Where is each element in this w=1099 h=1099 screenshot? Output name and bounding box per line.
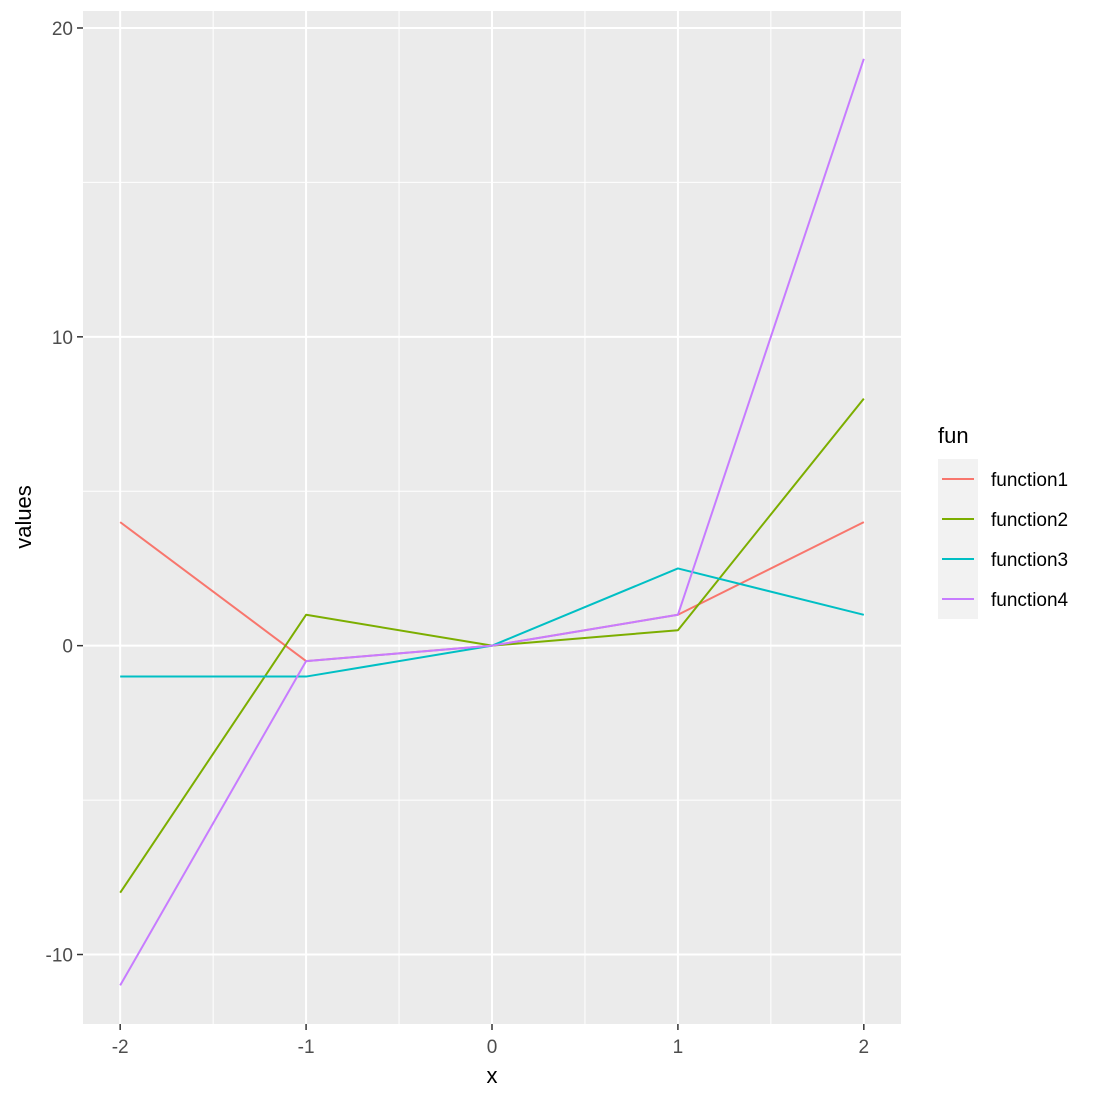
x-axis-title: x bbox=[487, 1063, 498, 1088]
x-tick-label: 1 bbox=[673, 1037, 684, 1058]
y-axis: -10 0 10 20 bbox=[46, 19, 83, 967]
legend-label-function3: function3 bbox=[991, 550, 1068, 571]
y-axis-title: values bbox=[11, 485, 36, 549]
series-line-function4 bbox=[119, 58, 865, 986]
y-tick-label: 10 bbox=[52, 328, 73, 349]
legend-title: fun bbox=[938, 423, 969, 448]
y-tick-label: -10 bbox=[46, 946, 73, 967]
x-axis: -2 -1 0 1 2 bbox=[112, 1024, 869, 1058]
series-lines bbox=[119, 58, 865, 986]
legend-label-function4: function4 bbox=[991, 590, 1069, 611]
y-tick-label: 0 bbox=[62, 637, 73, 658]
legend-items: function1 function2 function3 function4 bbox=[938, 459, 1069, 619]
y-tick-label: 20 bbox=[52, 19, 73, 40]
x-tick-label: 2 bbox=[859, 1037, 870, 1058]
legend-label-function2: function2 bbox=[991, 510, 1068, 531]
legend-label-function1: function1 bbox=[991, 470, 1068, 491]
x-tick-label: -2 bbox=[112, 1037, 129, 1058]
x-tick-label: 0 bbox=[487, 1037, 498, 1058]
legend: fun function1 function2 function3 function4 bbox=[938, 423, 1069, 619]
x-tick-label: -1 bbox=[298, 1037, 315, 1058]
